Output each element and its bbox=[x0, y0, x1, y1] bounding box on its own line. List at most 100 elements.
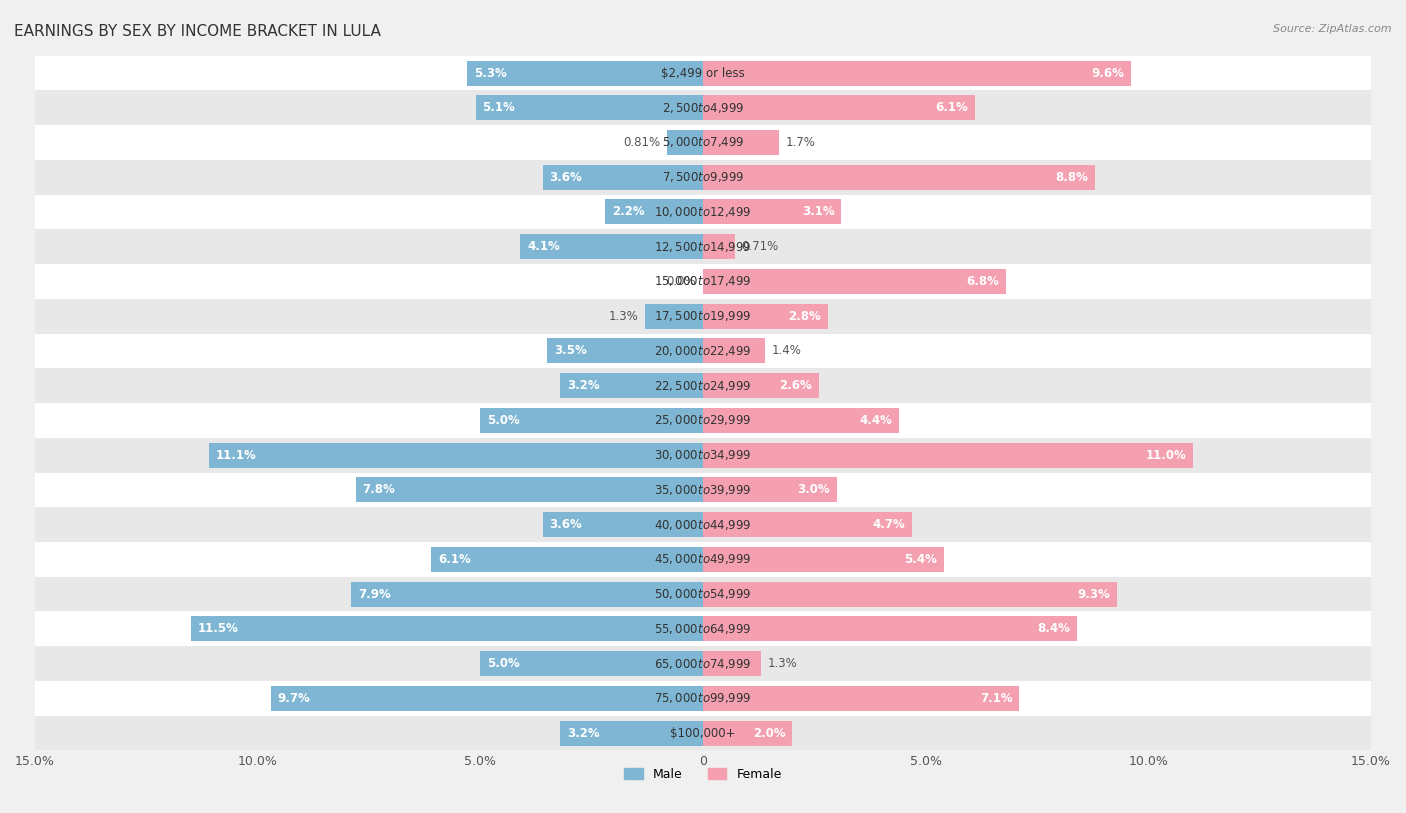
Bar bbox=[481, 408, 703, 433]
Text: $20,000 to $22,499: $20,000 to $22,499 bbox=[654, 344, 752, 358]
Bar bbox=[467, 60, 703, 85]
Bar bbox=[35, 576, 1371, 611]
Bar bbox=[547, 338, 703, 363]
Text: $2,499 or less: $2,499 or less bbox=[661, 67, 745, 80]
Text: 9.7%: 9.7% bbox=[277, 692, 311, 705]
Text: 0.71%: 0.71% bbox=[741, 240, 779, 253]
Text: 7.1%: 7.1% bbox=[980, 692, 1012, 705]
Text: 1.3%: 1.3% bbox=[768, 657, 797, 670]
Text: 5.0%: 5.0% bbox=[486, 414, 520, 427]
Bar bbox=[35, 611, 1371, 646]
Bar bbox=[35, 715, 1371, 750]
Bar bbox=[703, 60, 1130, 85]
Text: EARNINGS BY SEX BY INCOME BRACKET IN LULA: EARNINGS BY SEX BY INCOME BRACKET IN LUL… bbox=[14, 24, 381, 39]
Bar bbox=[191, 616, 703, 641]
Bar bbox=[703, 686, 1019, 711]
Text: $65,000 to $74,999: $65,000 to $74,999 bbox=[654, 657, 752, 671]
Bar bbox=[35, 333, 1371, 368]
Bar bbox=[703, 130, 779, 155]
Text: 4.4%: 4.4% bbox=[859, 414, 893, 427]
Text: 3.5%: 3.5% bbox=[554, 345, 586, 358]
Text: 3.2%: 3.2% bbox=[567, 379, 600, 392]
Text: $15,000 to $17,499: $15,000 to $17,499 bbox=[654, 275, 752, 289]
Text: 2.0%: 2.0% bbox=[752, 727, 786, 740]
Text: 3.0%: 3.0% bbox=[797, 484, 830, 497]
Bar bbox=[703, 165, 1095, 189]
Bar bbox=[703, 512, 912, 537]
Bar bbox=[703, 199, 841, 224]
Bar bbox=[35, 542, 1371, 576]
Text: 9.3%: 9.3% bbox=[1078, 588, 1111, 601]
Text: 3.6%: 3.6% bbox=[550, 518, 582, 531]
Text: 6.1%: 6.1% bbox=[935, 102, 967, 115]
Bar bbox=[35, 507, 1371, 542]
Text: 6.1%: 6.1% bbox=[439, 553, 471, 566]
Bar bbox=[703, 338, 765, 363]
Text: 11.1%: 11.1% bbox=[215, 449, 256, 462]
Bar bbox=[35, 55, 1371, 90]
Text: 1.3%: 1.3% bbox=[609, 310, 638, 323]
Bar bbox=[208, 442, 703, 467]
Text: 5.1%: 5.1% bbox=[482, 102, 515, 115]
Text: 2.8%: 2.8% bbox=[789, 310, 821, 323]
Bar bbox=[703, 616, 1077, 641]
Bar bbox=[35, 90, 1371, 125]
Bar bbox=[561, 373, 703, 398]
Bar bbox=[35, 403, 1371, 437]
Text: 1.4%: 1.4% bbox=[772, 345, 801, 358]
Text: $45,000 to $49,999: $45,000 to $49,999 bbox=[654, 552, 752, 567]
Bar bbox=[35, 437, 1371, 472]
Bar bbox=[703, 408, 898, 433]
Bar bbox=[35, 125, 1371, 160]
Text: $17,500 to $19,999: $17,500 to $19,999 bbox=[654, 309, 752, 324]
Text: $5,000 to $7,499: $5,000 to $7,499 bbox=[662, 136, 744, 150]
Text: 5.0%: 5.0% bbox=[486, 657, 520, 670]
Legend: Male, Female: Male, Female bbox=[619, 763, 787, 786]
Bar bbox=[352, 581, 703, 606]
Text: 2.2%: 2.2% bbox=[612, 206, 644, 219]
Text: 11.5%: 11.5% bbox=[197, 622, 239, 635]
Bar bbox=[561, 720, 703, 746]
Bar bbox=[35, 368, 1371, 403]
Bar bbox=[703, 477, 837, 502]
Text: 5.4%: 5.4% bbox=[904, 553, 936, 566]
Bar bbox=[605, 199, 703, 224]
Text: 4.1%: 4.1% bbox=[527, 240, 560, 253]
Bar bbox=[35, 646, 1371, 681]
Text: $10,000 to $12,499: $10,000 to $12,499 bbox=[654, 205, 752, 219]
Bar bbox=[35, 194, 1371, 229]
Bar bbox=[703, 234, 734, 259]
Text: 7.9%: 7.9% bbox=[359, 588, 391, 601]
Bar bbox=[645, 304, 703, 328]
Bar bbox=[35, 264, 1371, 299]
Text: 5.3%: 5.3% bbox=[474, 67, 506, 80]
Text: $40,000 to $44,999: $40,000 to $44,999 bbox=[654, 518, 752, 532]
Text: $22,500 to $24,999: $22,500 to $24,999 bbox=[654, 379, 752, 393]
Text: $30,000 to $34,999: $30,000 to $34,999 bbox=[654, 448, 752, 462]
Bar bbox=[356, 477, 703, 502]
Bar bbox=[703, 720, 792, 746]
Bar bbox=[35, 160, 1371, 194]
Text: $2,500 to $4,999: $2,500 to $4,999 bbox=[662, 101, 744, 115]
Bar bbox=[35, 681, 1371, 715]
Text: 3.6%: 3.6% bbox=[550, 171, 582, 184]
Bar bbox=[703, 95, 974, 120]
Text: $55,000 to $64,999: $55,000 to $64,999 bbox=[654, 622, 752, 636]
Text: $100,000+: $100,000+ bbox=[671, 727, 735, 740]
Bar bbox=[703, 547, 943, 572]
Bar bbox=[543, 512, 703, 537]
Text: 7.8%: 7.8% bbox=[363, 484, 395, 497]
Bar bbox=[703, 442, 1192, 467]
Text: 1.7%: 1.7% bbox=[786, 136, 815, 149]
Bar bbox=[703, 373, 818, 398]
Bar bbox=[520, 234, 703, 259]
Text: 0.0%: 0.0% bbox=[666, 275, 696, 288]
Text: $12,500 to $14,999: $12,500 to $14,999 bbox=[654, 240, 752, 254]
Text: 11.0%: 11.0% bbox=[1146, 449, 1187, 462]
Text: $35,000 to $39,999: $35,000 to $39,999 bbox=[654, 483, 752, 497]
Text: 6.8%: 6.8% bbox=[966, 275, 1000, 288]
Bar bbox=[703, 269, 1005, 294]
Text: 2.6%: 2.6% bbox=[779, 379, 813, 392]
Bar bbox=[481, 651, 703, 676]
Text: 4.7%: 4.7% bbox=[873, 518, 905, 531]
